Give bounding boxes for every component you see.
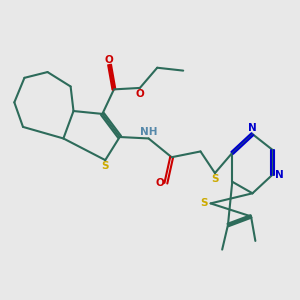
Text: N: N [275,169,284,179]
Text: S: S [211,174,219,184]
Text: N: N [248,123,257,133]
Text: O: O [105,55,113,64]
Text: S: S [101,161,109,172]
Text: O: O [156,178,164,188]
Text: NH: NH [140,127,157,137]
Text: S: S [200,198,208,208]
Text: O: O [136,89,144,99]
